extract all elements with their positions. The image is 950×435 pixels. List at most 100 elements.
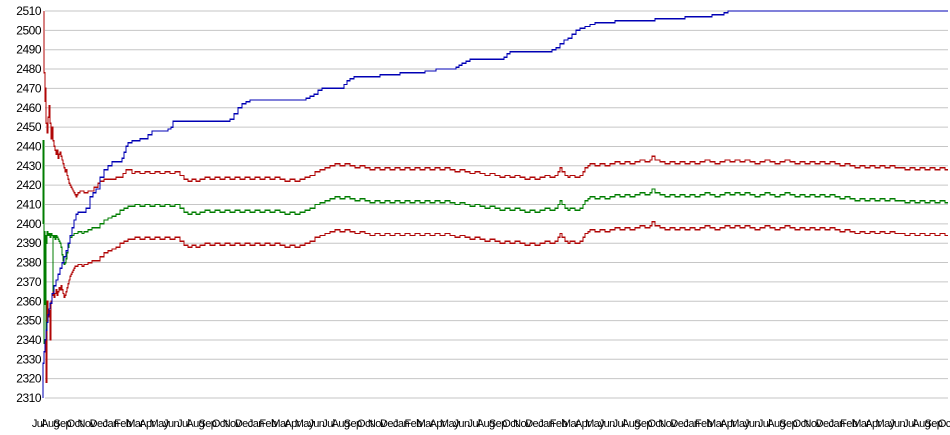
y-tick-label: 2410 [16, 198, 42, 212]
x-tick-label: Nov [223, 418, 242, 430]
y-tick-label: 2390 [16, 236, 42, 250]
x-tick-label: Jun [308, 418, 324, 430]
x-tick-label: Sep [53, 418, 71, 430]
y-tick-label: 2350 [16, 314, 42, 328]
x-tick-label: May [730, 418, 750, 430]
x-tick-label: Aug [41, 418, 59, 430]
y-tick-label: 2340 [16, 333, 42, 347]
x-tick-label: Oct [67, 418, 83, 430]
x-tick-label: Aug [767, 418, 785, 430]
y-tick-label: 2480 [16, 62, 42, 76]
series-mid-green [42, 139, 948, 344]
x-tick-label: Jun [889, 418, 905, 430]
x-tick-label: Mar [707, 418, 725, 430]
x-tick-label: Mar [271, 418, 289, 430]
x-tick-label: Oct [938, 418, 950, 430]
x-tick-label: Apr [720, 418, 736, 430]
series-cumulative-blue [42, 10, 948, 398]
series-upper-band-red [43, 11, 948, 198]
y-tick-label: 2400 [16, 217, 42, 231]
y-tick-label: 2320 [16, 372, 42, 386]
y-tick-label: 2470 [16, 81, 42, 95]
x-tick-label: Feb [405, 418, 423, 430]
x-tick-label: Sep [344, 418, 362, 430]
x-tick-label: May [295, 418, 315, 430]
y-tick-label: 2500 [16, 23, 42, 37]
x-tick-label: Feb [550, 418, 568, 430]
x-tick-label: Jan [103, 418, 119, 430]
x-tick-label: Jun [744, 418, 760, 430]
x-axis-labels: JulAugSepOctNovDecJanFebMarAprMayJunJulA… [32, 418, 950, 430]
x-tick-label: Jul [903, 418, 915, 430]
x-tick-label: Nov [804, 418, 823, 430]
x-tick-label: Jun [163, 418, 179, 430]
x-tick-label: Apr [284, 418, 300, 430]
x-tick-label: Feb [259, 418, 277, 430]
y-tick-label: 2420 [16, 178, 42, 192]
x-tick-label: Oct [212, 418, 228, 430]
x-tick-label: Sep [199, 418, 217, 430]
x-tick-label: Jul [322, 418, 334, 430]
x-tick-label: Sep [779, 418, 797, 430]
x-tick-label: Oct [502, 418, 518, 430]
x-tick-label: Mar [852, 418, 870, 430]
x-tick-label: Nov [368, 418, 387, 430]
x-tick-label: Dec [670, 418, 689, 430]
x-tick-label: Jan [829, 418, 845, 430]
x-tick-label: Apr [865, 418, 881, 430]
x-tick-label: Oct [793, 418, 809, 430]
x-tick-label: Mar [417, 418, 435, 430]
x-tick-label: Jul [177, 418, 189, 430]
y-tick-label: 2440 [16, 139, 42, 153]
x-tick-label: Apr [139, 418, 155, 430]
x-tick-label: Jul [758, 418, 770, 430]
y-tick-label: 2380 [16, 256, 42, 270]
x-tick-label: Aug [477, 418, 495, 430]
x-tick-label: Sep [925, 418, 943, 430]
x-tick-label: Dec [816, 418, 835, 430]
series-lower-band-red [45, 221, 948, 384]
x-tick-label: Aug [332, 418, 350, 430]
x-tick-label: Apr [430, 418, 446, 430]
x-tick-label: Mar [126, 418, 144, 430]
x-tick-label: Nov [78, 418, 97, 430]
y-tick-label: 2330 [16, 352, 42, 366]
y-tick-label: 2460 [16, 101, 42, 115]
x-tick-label: Jan [393, 418, 409, 430]
x-tick-label: Aug [622, 418, 640, 430]
x-tick-label: Sep [489, 418, 507, 430]
x-tick-label: Dec [525, 418, 544, 430]
x-tick-label: Jul [32, 418, 44, 430]
y-tick-label: 2360 [16, 294, 42, 308]
x-tick-label: Feb [695, 418, 713, 430]
x-tick-label: Jan [683, 418, 699, 430]
x-tick-label: Jul [613, 418, 625, 430]
y-axis-labels: 2510 2500 2490 2480 2470 2460 2450 2440 2430 2420… [16, 4, 42, 405]
x-tick-label: Jan [538, 418, 554, 430]
x-tick-label: Sep [634, 418, 652, 430]
x-tick-label: Feb [114, 418, 132, 430]
y-tick-label: 2450 [16, 120, 42, 134]
x-tick-label: Jan [248, 418, 264, 430]
x-tick-label: Jun [454, 418, 470, 430]
y-tick-label: 2370 [16, 275, 42, 289]
x-tick-label: Aug [186, 418, 204, 430]
y-tick-label: 2510 [16, 4, 42, 18]
x-tick-label: Mar [562, 418, 580, 430]
x-tick-label: Feb [840, 418, 858, 430]
x-tick-label: Dec [235, 418, 254, 430]
x-tick-label: Nov [658, 418, 677, 430]
x-tick-label: Apr [575, 418, 591, 430]
x-tick-label: May [876, 418, 896, 430]
x-tick-label: Jul [467, 418, 479, 430]
gridlines [45, 10, 948, 399]
y-tick-label: 2430 [16, 159, 42, 173]
x-tick-label: Aug [912, 418, 930, 430]
x-tick-label: Jun [599, 418, 615, 430]
x-tick-label: Nov [513, 418, 532, 430]
x-tick-label: Dec [90, 418, 109, 430]
x-tick-label: May [440, 418, 460, 430]
y-tick-label: 2310 [16, 391, 42, 405]
